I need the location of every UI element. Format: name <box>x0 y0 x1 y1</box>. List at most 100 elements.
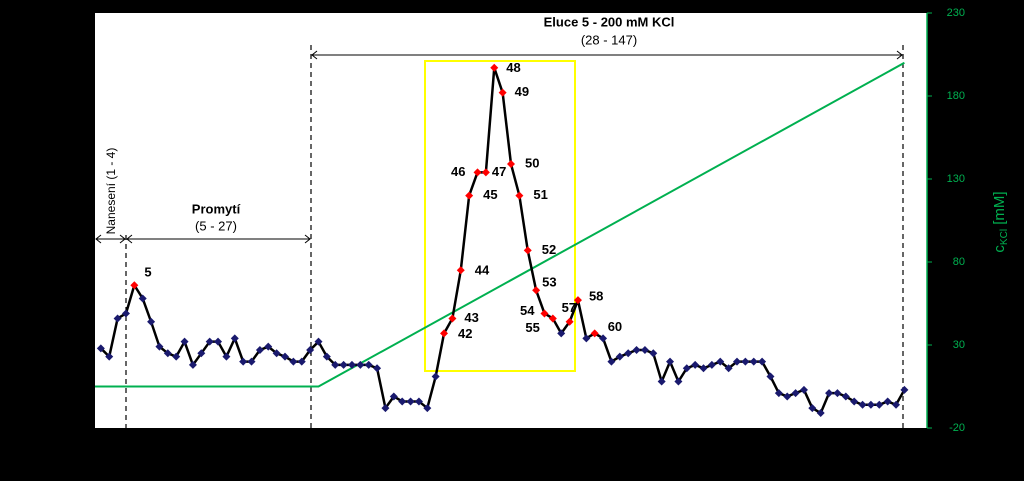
data-point <box>281 352 290 361</box>
chart-subtitle: (28 - 147) <box>581 32 637 47</box>
data-point <box>799 385 808 394</box>
point-label: 47 <box>492 164 506 179</box>
data-point <box>423 404 432 413</box>
data-point <box>465 191 474 200</box>
data-point <box>766 372 775 381</box>
data-point <box>456 266 465 275</box>
data-point <box>666 357 675 366</box>
point-label: 50 <box>525 155 539 170</box>
y2-axis-label: cKCl [mM] <box>991 191 1010 252</box>
wash-label: Promytí <box>192 201 241 216</box>
data-point <box>507 160 515 169</box>
data-point <box>749 357 758 366</box>
data-point <box>691 360 700 369</box>
data-point <box>197 349 206 358</box>
data-point <box>548 314 557 323</box>
data-point <box>389 392 398 401</box>
data-point <box>398 397 407 406</box>
kcl-line <box>95 61 905 388</box>
data-point <box>791 389 800 398</box>
data-point <box>716 357 725 366</box>
data-point <box>490 63 499 72</box>
data-point <box>615 352 624 361</box>
data-point <box>130 281 139 290</box>
data-point <box>172 352 181 361</box>
data-point <box>322 352 331 361</box>
data-point <box>113 314 122 323</box>
data-point <box>624 349 633 358</box>
y2-tick-label: 230 <box>947 7 965 19</box>
y2-label-part: c <box>991 245 1008 253</box>
data-point <box>875 400 884 409</box>
data-point <box>774 389 783 398</box>
data-point <box>640 345 649 354</box>
point-label: 45 <box>483 187 497 202</box>
data-point <box>414 397 423 406</box>
data-point <box>833 389 842 398</box>
data-point <box>105 352 114 361</box>
data-point <box>632 345 641 354</box>
data-point <box>724 364 733 373</box>
data-point <box>783 392 792 401</box>
plot-area <box>95 13 927 428</box>
data-point <box>808 404 817 413</box>
data-point <box>205 337 214 346</box>
data-point <box>230 334 239 343</box>
data-point <box>523 246 532 255</box>
data-point <box>674 377 683 386</box>
y2-tick-label: 180 <box>947 90 965 102</box>
data-point <box>607 357 616 366</box>
data-point <box>155 342 164 351</box>
data-point <box>163 349 172 358</box>
data-point <box>841 392 850 401</box>
data-point <box>582 334 591 343</box>
data-point <box>892 400 901 409</box>
data-point <box>138 294 147 303</box>
y2-label-part: KCl <box>999 229 1010 245</box>
data-point <box>590 329 599 338</box>
data-point <box>431 372 440 381</box>
point-label: 60 <box>608 319 622 334</box>
data-point <box>866 400 875 409</box>
range-arrows <box>95 50 903 244</box>
data-point <box>883 397 892 406</box>
chart-title: Eluce 5 - 200 mM KCl <box>544 14 675 29</box>
y2-tick-label: 80 <box>953 256 965 268</box>
data-point <box>381 404 390 413</box>
arrow <box>126 234 311 244</box>
data-point <box>364 360 373 369</box>
data-point <box>573 296 582 305</box>
data-point <box>481 168 490 177</box>
arrow <box>311 50 903 60</box>
dividers <box>125 45 904 428</box>
point-label: 48 <box>506 60 520 75</box>
data-point <box>858 400 867 409</box>
data-point <box>406 397 415 406</box>
data-point <box>649 349 658 358</box>
data-point <box>440 329 449 338</box>
data-point <box>850 397 859 406</box>
point-label: 55 <box>525 320 539 335</box>
data-point <box>657 377 666 386</box>
data-point <box>540 309 549 318</box>
data-point <box>331 360 340 369</box>
y2-tick-label: -20 <box>949 422 965 434</box>
data-point <box>532 286 541 295</box>
y2-tick-label: 130 <box>947 173 965 185</box>
data-point <box>682 364 691 373</box>
data-point <box>557 329 566 338</box>
point-label: 5 <box>144 265 151 280</box>
point-label: 53 <box>542 275 556 290</box>
data-point <box>515 191 524 200</box>
data-point <box>816 409 825 418</box>
data-point <box>239 357 248 366</box>
data-point <box>565 317 574 326</box>
data-point <box>347 360 356 369</box>
wash-range: (5 - 27) <box>195 218 237 233</box>
point-label: 54 <box>520 303 535 318</box>
point-label: 49 <box>515 84 529 99</box>
point-label: 44 <box>475 263 490 278</box>
data-point <box>707 360 716 369</box>
loading-label: Nanesení (1 - 4) <box>104 148 118 235</box>
data-point <box>289 357 298 366</box>
